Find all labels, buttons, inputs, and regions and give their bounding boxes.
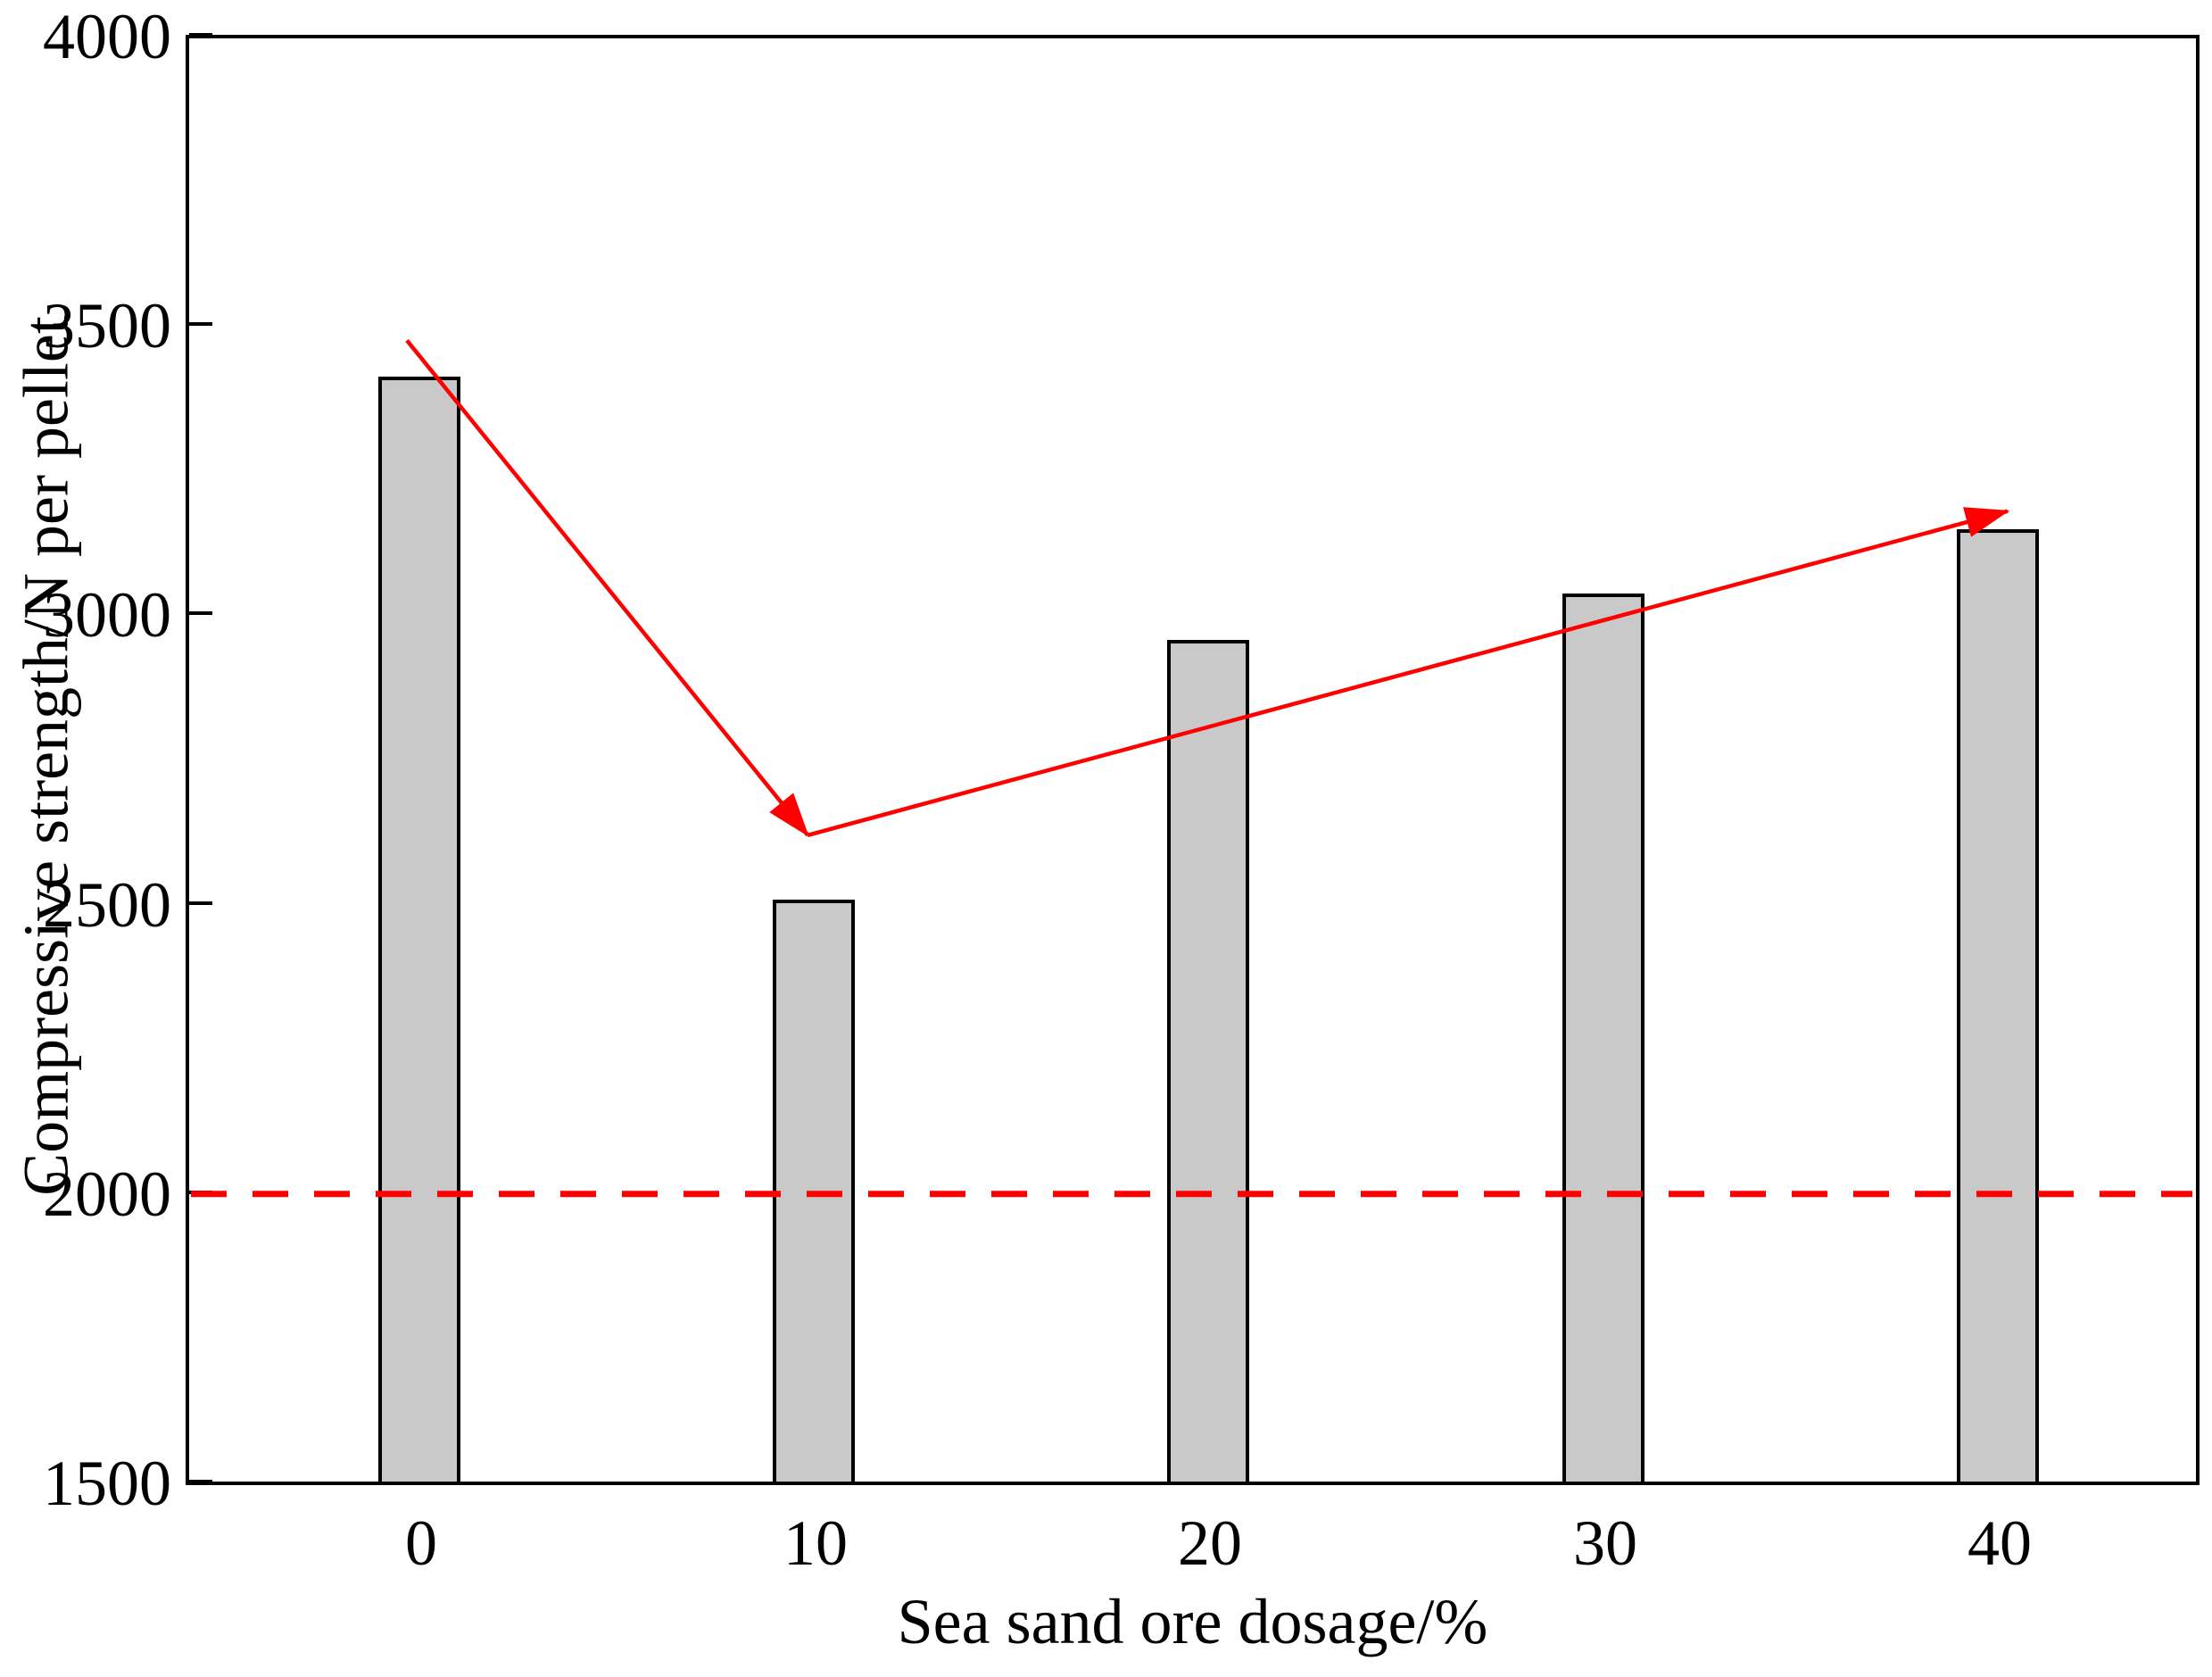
bar-20 — [1167, 640, 1250, 1482]
y-tick-mark-2000 — [189, 1191, 212, 1194]
bar-40 — [1956, 529, 2039, 1482]
y-tick-mark-4000 — [189, 33, 212, 37]
x-tick-label-20: 20 — [1178, 1507, 1242, 1579]
bar-0 — [378, 377, 461, 1482]
y-axis-title: Compressive strength/N per pellet — [10, 316, 82, 1196]
y-tick-mark-3000 — [189, 611, 212, 615]
x-tick-label-10: 10 — [783, 1507, 848, 1579]
plot-area — [186, 33, 2200, 1485]
bar-10 — [773, 900, 856, 1482]
y-tick-mark-3500 — [189, 322, 212, 326]
y-tick-label-3000: 3000 — [43, 579, 171, 651]
y-tick-label-3500: 3500 — [43, 290, 171, 361]
x-tick-label-40: 40 — [1968, 1507, 2032, 1579]
y-tick-label-1500: 1500 — [43, 1448, 171, 1519]
bar-30 — [1562, 594, 1645, 1482]
y-tick-label-2000: 2000 — [43, 1158, 171, 1230]
x-tick-label-0: 0 — [405, 1507, 437, 1579]
x-tick-label-30: 30 — [1573, 1507, 1637, 1579]
y-tick-mark-2500 — [189, 901, 212, 905]
x-axis-title: Sea sand ore dosage/% — [897, 1586, 1488, 1657]
y-tick-mark-1500 — [189, 1480, 212, 1483]
y-tick-label-4000: 4000 — [43, 1, 171, 72]
y-tick-label-2500: 2500 — [43, 869, 171, 941]
